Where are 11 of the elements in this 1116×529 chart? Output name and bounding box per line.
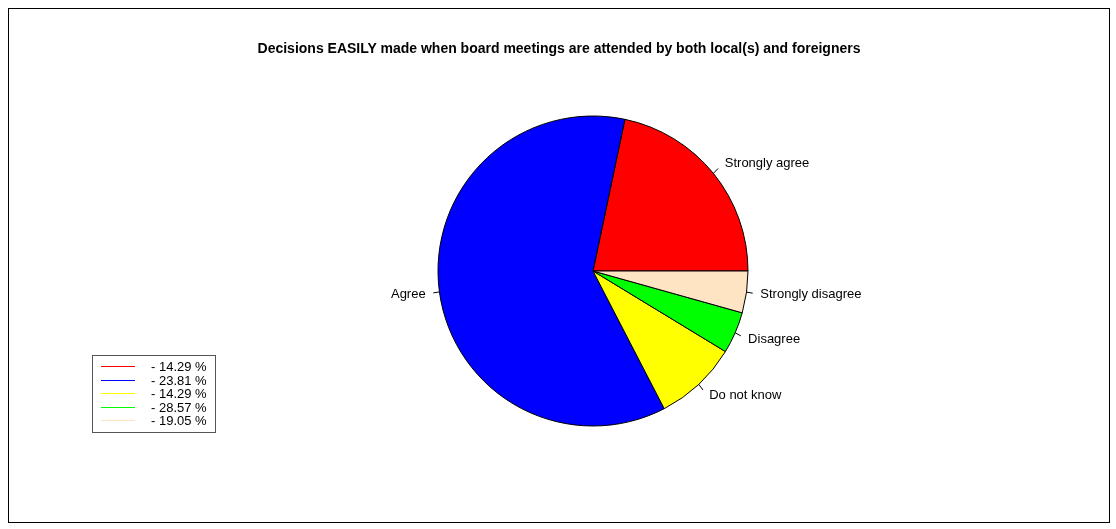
- chart-title: Decisions EASILY made when board meetings are attended by both local(s) and foreigners: [256, 40, 862, 56]
- text: - 28.57 %: [151, 399, 207, 415]
- text: - 14.29 %: [151, 359, 207, 374]
- text: - 23.81 %: [151, 372, 207, 388]
- slice-label: Disagree: [748, 330, 801, 346]
- slice-label: Agree: [390, 285, 426, 301]
- slice-label: Strongly disagree: [760, 285, 862, 301]
- slice-label: Do not know: [709, 387, 783, 403]
- text: - 14.29 %: [151, 386, 207, 401]
- slice-label: Strongly agree: [724, 155, 810, 171]
- text: - 19.05 %: [151, 413, 207, 428]
